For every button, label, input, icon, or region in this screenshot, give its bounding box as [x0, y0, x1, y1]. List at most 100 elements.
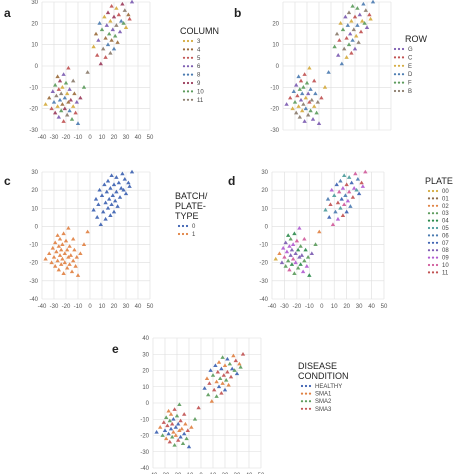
panel-letter: c: [4, 174, 11, 188]
data-point: [121, 21, 126, 25]
data-point: [341, 173, 347, 178]
data-point: [307, 65, 312, 70]
data-point: [81, 242, 87, 246]
data-point: [332, 193, 337, 197]
data-point: [117, 195, 123, 199]
data-point: [60, 85, 65, 89]
x-tick-label: 30: [123, 304, 130, 310]
data-point: [127, 16, 132, 21]
data-point: [101, 209, 106, 214]
data-point: [111, 14, 117, 19]
legend-marker: [427, 249, 431, 252]
data-point: [285, 233, 291, 237]
data-point: [114, 175, 119, 179]
legend-entry-label: 10: [197, 89, 204, 95]
legend-marker: [435, 212, 439, 215]
data-point: [304, 80, 310, 85]
legend-entry-label: 04: [442, 219, 449, 225]
data-point: [172, 442, 177, 447]
data-point: [53, 82, 58, 87]
data-point: [310, 117, 316, 121]
data-point: [306, 91, 311, 96]
legend-entry-label: G: [408, 47, 413, 53]
data-point: [323, 207, 328, 212]
data-point: [65, 112, 70, 117]
data-point: [231, 353, 236, 358]
data-point: [57, 253, 63, 257]
data-point: [305, 254, 311, 259]
data-point: [308, 108, 313, 113]
y-tick-label: 10: [272, 43, 279, 49]
legend-marker: [431, 226, 435, 230]
data-point: [303, 95, 308, 100]
legend-marker: [431, 256, 435, 259]
data-point: [164, 415, 169, 420]
data-point: [114, 189, 119, 194]
data-point: [122, 176, 127, 181]
data-point: [208, 368, 213, 372]
data-point: [182, 412, 187, 416]
data-point: [345, 23, 350, 27]
data-point: [295, 247, 301, 252]
data-point: [297, 114, 302, 119]
data-point: [209, 399, 214, 403]
data-point: [363, 169, 368, 174]
data-point: [97, 187, 102, 192]
data-point: [78, 95, 83, 100]
legend-marker: [427, 197, 431, 200]
data-point: [183, 421, 188, 426]
x-tick-label: 10: [331, 304, 338, 310]
x-tick-label: 0: [88, 304, 92, 310]
data-point: [222, 363, 228, 368]
panel-e: e-40-30-20-1001020304050403020100-10-20-…: [112, 336, 349, 474]
legend-marker: [190, 48, 194, 51]
data-point: [301, 85, 306, 89]
y-tick-label: 10: [261, 206, 268, 212]
data-point: [237, 361, 242, 366]
data-point: [189, 425, 194, 429]
legend-entry-label: 6: [197, 64, 201, 70]
data-point: [56, 267, 61, 272]
x-tick-label: -10: [74, 304, 83, 310]
data-point: [338, 178, 343, 183]
data-point: [234, 371, 240, 376]
legend-marker: [186, 65, 190, 68]
legend-marker: [431, 249, 435, 252]
data-point: [330, 222, 336, 227]
x-tick-label: -30: [50, 304, 59, 310]
legend-marker: [397, 89, 401, 93]
data-point: [196, 405, 201, 410]
data-point: [316, 121, 322, 125]
data-point: [104, 23, 109, 27]
legend-entry-label: SMA2: [315, 399, 332, 405]
data-point: [98, 61, 103, 66]
data-point: [129, 0, 135, 4]
legend-marker: [190, 98, 194, 101]
data-point: [339, 196, 344, 201]
data-point: [168, 426, 174, 431]
data-point: [232, 368, 237, 372]
legend-marker: [435, 204, 439, 207]
data-point: [277, 251, 282, 256]
legend-marker: [186, 98, 190, 101]
legend-marker: [300, 400, 304, 403]
data-point: [335, 200, 341, 205]
legend-entry-label: 1: [192, 232, 196, 238]
y-tick-label: 30: [142, 352, 149, 358]
data-point: [171, 416, 176, 421]
y-tick-label: -20: [29, 261, 38, 267]
legend-marker: [190, 73, 194, 76]
data-point: [355, 6, 360, 10]
legend-marker: [431, 197, 435, 200]
legend-entry-label: 4: [197, 47, 201, 53]
legend-entry-label: 3: [197, 39, 201, 45]
legend-title: DISEASE: [298, 361, 337, 371]
data-point: [352, 46, 358, 51]
data-point: [283, 240, 288, 245]
data-point: [91, 44, 96, 49]
legend-marker: [308, 392, 312, 395]
data-point: [296, 104, 301, 108]
legend-marker: [427, 263, 431, 267]
legend-marker: [431, 263, 435, 267]
data-point: [228, 374, 234, 379]
